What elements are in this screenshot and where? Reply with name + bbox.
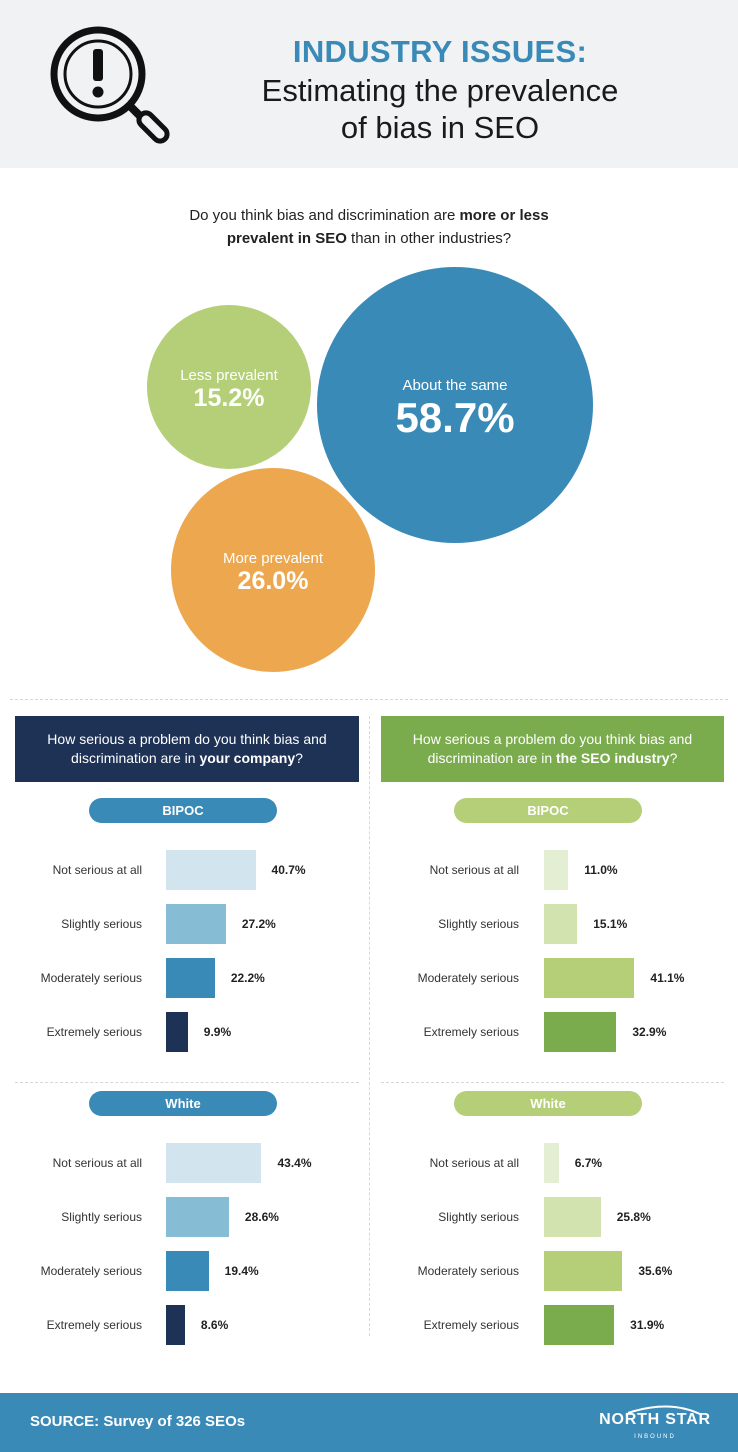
bar: [166, 904, 226, 944]
bar: [544, 904, 578, 944]
bar-category-label: Moderately serious: [40, 971, 142, 985]
bar-category-label: Extremely serious: [423, 1318, 519, 1332]
bar: [166, 1305, 185, 1345]
logo-arc-icon: [627, 1405, 703, 1416]
bubble-label-more: More prevalent 26.0%: [222, 550, 324, 595]
bar-value-label: 9.9%: [203, 1025, 232, 1039]
magnifier-exclamation-icon: [50, 26, 170, 144]
bar-category-label: Slightly serious: [438, 1210, 519, 1224]
bubble-label-same: About the same 58.7%: [395, 377, 515, 441]
bar-category-label: Moderately serious: [417, 1264, 519, 1278]
bar-value-label: 31.9%: [630, 1318, 665, 1332]
industry-panel-heading: How serious a problem do you think bias …: [381, 716, 724, 782]
bar-value-label: 35.6%: [638, 1264, 673, 1278]
bar-value-label: 22.2%: [230, 971, 265, 985]
bar: [544, 1251, 623, 1291]
group-pill-bipoc: BIPOC: [89, 798, 277, 823]
bar-value-label: 43.4%: [277, 1156, 312, 1170]
group-pill-white: White: [89, 1091, 277, 1116]
bubble-less-prevalent: [147, 305, 311, 469]
divider: [381, 1082, 724, 1083]
bar-value-label: 8.6%: [200, 1318, 229, 1332]
footer: SOURCE: Survey of 326 SEOs NORTH STAR IN…: [0, 1393, 738, 1452]
bar-value-label: 28.6%: [244, 1210, 279, 1224]
north-star-logo: NORTH STAR INBOUND: [590, 1401, 720, 1447]
bar-value-label: 6.7%: [574, 1156, 603, 1170]
bar-category-label: Not serious at all: [429, 1156, 519, 1170]
bar: [166, 1012, 188, 1052]
bar-category-label: Slightly serious: [61, 917, 142, 931]
header: INDUSTRY ISSUES: Estimating the prevalen…: [0, 0, 738, 168]
bar-value-label: 32.9%: [632, 1025, 667, 1039]
bar: [544, 958, 635, 998]
bar-category-label: Extremely serious: [46, 1025, 142, 1039]
bar: [544, 1143, 559, 1183]
bar-category-label: Slightly serious: [61, 1210, 142, 1224]
bar-value-label: 40.7%: [271, 863, 306, 877]
bar: [166, 1251, 209, 1291]
bar-category-label: Not serious at all: [429, 863, 519, 877]
bubble-question: Do you think bias and discrimination are…: [189, 207, 549, 247]
company-panel-heading: How serious a problem do you think bias …: [15, 716, 359, 782]
bar-category-label: Moderately serious: [40, 1264, 142, 1278]
bar-value-label: 25.8%: [616, 1210, 651, 1224]
divider-vertical: [369, 716, 370, 1336]
divider: [10, 699, 728, 700]
group-pill-bipoc: BIPOC: [454, 798, 642, 823]
bar-category-label: Slightly serious: [438, 917, 519, 931]
bubble-more-prevalent: [171, 468, 375, 672]
bubble-label-less: Less prevalent 15.2%: [180, 367, 278, 412]
bar-category-label: Not serious at all: [52, 863, 142, 877]
bar: [544, 1012, 617, 1052]
bar-value-label: 15.1%: [593, 917, 628, 931]
bar-category-label: Extremely serious: [46, 1318, 142, 1332]
bar: [166, 850, 256, 890]
bar-value-label: 19.4%: [224, 1264, 259, 1278]
bar: [544, 1305, 615, 1345]
page-title: INDUSTRY ISSUES:: [292, 34, 588, 69]
source-text: SOURCE: Survey of 326 SEOs: [30, 1413, 246, 1430]
group-pill-white: White: [454, 1091, 642, 1116]
bar-category-label: Extremely serious: [423, 1025, 519, 1039]
bar: [166, 958, 215, 998]
bar-value-label: 27.2%: [241, 917, 276, 931]
bar: [166, 1197, 229, 1237]
bar: [166, 1143, 262, 1183]
divider: [15, 1082, 359, 1083]
bar: [544, 1197, 601, 1237]
bar-category-label: Not serious at all: [52, 1156, 142, 1170]
bar: [544, 850, 569, 890]
page-subtitle: Estimating the prevalence of bias in SEO: [261, 73, 619, 145]
bar-category-label: Moderately serious: [417, 971, 519, 985]
bar-value-label: 41.1%: [650, 971, 685, 985]
bubble-about-same: [317, 267, 593, 543]
bar-value-label: 11.0%: [584, 863, 618, 877]
